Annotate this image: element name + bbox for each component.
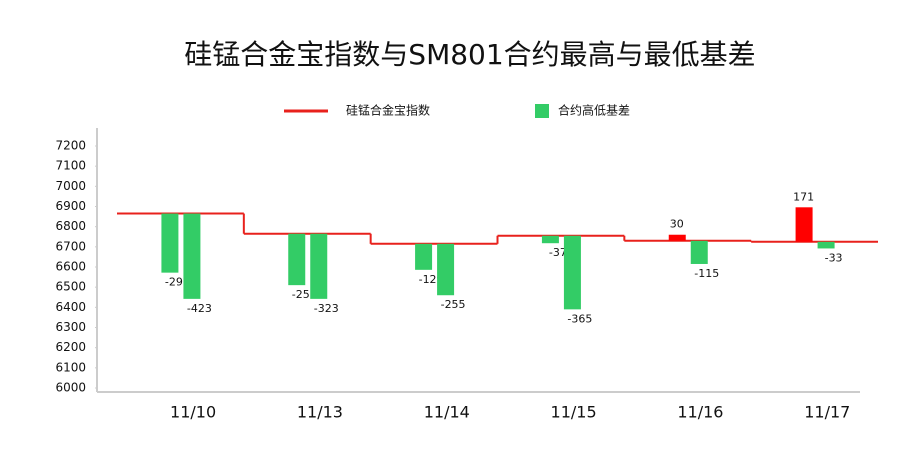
legend-swatch — [535, 104, 549, 118]
basis-bar — [668, 234, 686, 241]
y-tick-label: 6600 — [55, 260, 86, 274]
y-tick-label: 6100 — [55, 360, 86, 374]
basis-bar — [310, 233, 328, 299]
data-label: -365 — [567, 312, 592, 325]
y-tick-label: 6900 — [55, 199, 86, 213]
y-tick-label: 6700 — [55, 239, 86, 253]
basis-bar — [795, 207, 813, 242]
y-tick-label: 6200 — [55, 340, 86, 354]
data-label: -423 — [187, 302, 212, 315]
x-tick-label: 11/14 — [424, 403, 470, 422]
legend-label: 合约高低基差 — [558, 103, 630, 118]
data-label: -37 — [549, 246, 567, 259]
y-tick-label: 6000 — [55, 381, 86, 395]
x-tick-label: 11/13 — [297, 403, 343, 422]
chart-title: 硅锰合金宝指数与SM801合约最高与最低基差 — [184, 38, 755, 71]
basis-bar — [415, 243, 433, 270]
basis-bar — [541, 235, 559, 244]
y-tick-label: 6500 — [55, 280, 86, 294]
x-tick-label: 11/10 — [170, 403, 216, 422]
data-label: -33 — [825, 251, 843, 264]
x-tick-label: 11/16 — [677, 403, 723, 422]
basis-bar — [437, 243, 455, 296]
y-tick-label: 7000 — [55, 179, 86, 193]
data-label: -115 — [694, 267, 719, 280]
legend-label: 硅锰合金宝指数 — [346, 103, 430, 118]
basis-bar — [183, 213, 201, 299]
data-label: 30 — [670, 218, 684, 231]
basis-bar — [161, 213, 179, 273]
data-label: -255 — [441, 298, 466, 311]
y-tick-label: 6800 — [55, 219, 86, 233]
x-tick-label: 11/15 — [551, 403, 597, 422]
basis-bar — [690, 240, 708, 264]
y-tick-label: 7100 — [55, 159, 86, 173]
basis-bar — [563, 235, 581, 310]
y-tick-label: 6300 — [55, 320, 86, 334]
y-tick-label: 7200 — [55, 139, 86, 153]
data-label: 171 — [793, 190, 814, 203]
basis-bar — [288, 233, 306, 286]
basis-bar — [817, 241, 835, 249]
x-tick-label: 11/17 — [804, 403, 850, 422]
y-tick-label: 6400 — [55, 300, 86, 314]
data-label: -323 — [314, 302, 339, 315]
